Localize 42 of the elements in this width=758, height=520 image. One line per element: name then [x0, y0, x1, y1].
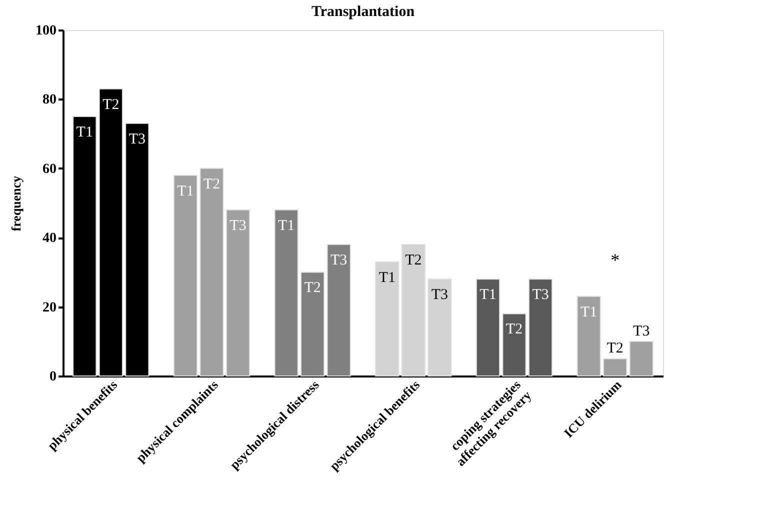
- bar: [300, 272, 325, 376]
- bar: [576, 296, 601, 376]
- text: T1: [76, 124, 93, 140]
- y-tick-label: 40: [42, 231, 56, 246]
- y-tick-label: 100: [36, 24, 56, 38]
- bar: [226, 209, 250, 376]
- y-tick-label: 60: [42, 162, 56, 177]
- text: T3: [128, 131, 146, 148]
- text: T2: [405, 252, 422, 269]
- text: T1: [480, 287, 496, 304]
- series-label: T3: [633, 323, 650, 340]
- y-tick-label: 0: [50, 370, 56, 384]
- bar: [274, 209, 298, 376]
- text: T2: [506, 322, 523, 338]
- annotation: *: [610, 250, 620, 270]
- text: T3: [532, 287, 549, 304]
- bar: [401, 244, 426, 376]
- y-tick-label: 80: [42, 92, 56, 108]
- series-label: T1: [378, 270, 396, 286]
- bar: [375, 261, 400, 376]
- y-axis-title: frequency: [8, 175, 24, 232]
- text: T1: [177, 183, 194, 200]
- text: T2: [304, 280, 321, 296]
- text: T3: [230, 218, 246, 234]
- bar: [629, 340, 654, 376]
- text: T1: [580, 304, 598, 320]
- text: T3: [431, 287, 448, 304]
- bar: [173, 174, 198, 376]
- bar: [326, 244, 351, 376]
- text: T2: [203, 176, 220, 192]
- bar: [200, 168, 224, 376]
- bar: [603, 358, 628, 376]
- bar: [476, 278, 500, 376]
- text: T2: [102, 96, 120, 113]
- text: T3: [330, 252, 348, 269]
- chart-title: Transplantation: [311, 4, 416, 20]
- text: T1: [278, 218, 295, 234]
- bar: [428, 278, 452, 376]
- y-tick-label: 20: [42, 300, 56, 316]
- bar: [502, 313, 526, 376]
- bar: [528, 278, 553, 376]
- series-label: T2: [606, 340, 624, 357]
